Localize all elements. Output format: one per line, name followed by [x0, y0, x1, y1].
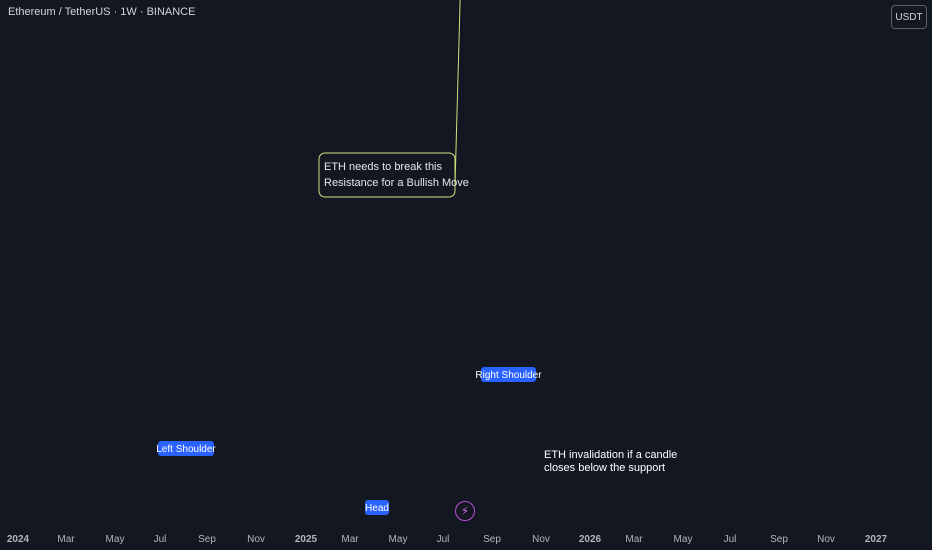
- time-axis: [0, 526, 932, 550]
- time-tick-label: 2025: [295, 534, 318, 545]
- right-shoulder-label: [481, 367, 536, 382]
- lightning-icon[interactable]: ⚡: [455, 501, 475, 521]
- time-tick-label: Jul: [724, 534, 737, 545]
- time-tick-label: Mar: [625, 534, 643, 545]
- resistance-note-line-1: ETH needs to break this: [324, 161, 443, 173]
- currency-unit-button[interactable]: USDT: [891, 5, 927, 29]
- time-tick-label: Jul: [437, 534, 450, 545]
- time-tick-label: Nov: [247, 534, 265, 545]
- resistance-note-line-2: Resistance for a Bullish Move: [324, 177, 469, 189]
- head-label: [365, 500, 389, 515]
- left-shoulder-label: [158, 441, 214, 456]
- time-tick-label: Mar: [341, 534, 359, 545]
- price-axis: [886, 0, 932, 550]
- invalidation-note-line-2: closes below the support: [544, 462, 665, 474]
- time-tick-label: Nov: [817, 534, 835, 545]
- resistance-callout: [318, 152, 456, 198]
- time-tick-label: Sep: [770, 534, 788, 545]
- time-tick-label: Jul: [154, 534, 167, 545]
- right-shoulder-label-text: Right Shoulder: [475, 370, 542, 381]
- time-tick-label: 2026: [579, 534, 602, 545]
- time-tick-label: Sep: [483, 534, 501, 545]
- time-tick-label: May: [389, 534, 408, 545]
- time-tick-label: May: [106, 534, 125, 545]
- callout-pointer: [454, 0, 461, 186]
- head-label-text: Head: [365, 503, 389, 514]
- time-tick-label: Mar: [57, 534, 75, 545]
- invalidation-note-line-1: ETH invalidation if a candle: [544, 449, 677, 461]
- symbol-title[interactable]: Ethereum / TetherUS · 1W · BINANCE: [8, 6, 196, 18]
- time-tick-label: Sep: [198, 534, 216, 545]
- time-tick-label: 2027: [865, 534, 888, 545]
- left-shoulder-label-text: Left Shoulder: [156, 444, 216, 455]
- time-tick-label: May: [674, 534, 693, 545]
- time-tick-label: Nov: [532, 534, 550, 545]
- time-tick-label: 2024: [7, 534, 30, 545]
